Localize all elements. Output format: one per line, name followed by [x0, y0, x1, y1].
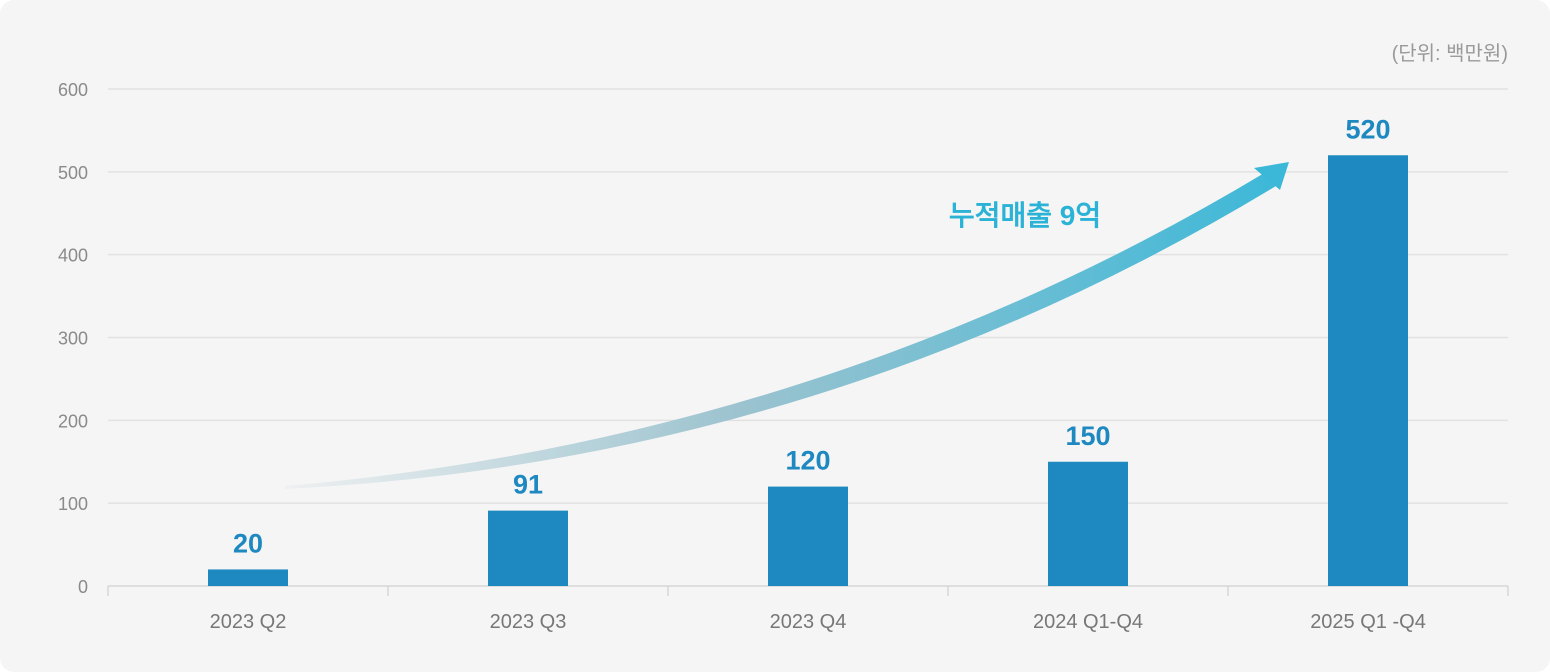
y-tick-label: 600 [58, 80, 88, 100]
bar [1048, 461, 1128, 586]
data-label: 20 [233, 528, 263, 558]
data-label: 91 [513, 470, 543, 500]
bar [488, 510, 568, 586]
x-tick-label: 2025 Q1 -Q4 [1310, 611, 1426, 633]
unit-label: (단위: 백만원) [1392, 42, 1508, 65]
y-tick-label: 500 [58, 163, 88, 183]
bar [208, 569, 288, 586]
x-tick-label: 2023 Q2 [210, 611, 287, 633]
growth-arrow-head [1254, 162, 1289, 190]
y-tick-label: 200 [58, 411, 88, 431]
data-label: 120 [785, 446, 830, 476]
data-label: 520 [1345, 114, 1390, 144]
y-tick-label: 300 [58, 329, 88, 349]
data-label: 150 [1065, 421, 1110, 451]
growth-arrow [285, 162, 1289, 489]
y-tick-label: 0 [78, 577, 88, 597]
bar [1328, 155, 1408, 586]
bar [768, 486, 848, 586]
x-tick-label: 2023 Q4 [770, 611, 847, 633]
x-tick-label: 2023 Q3 [490, 611, 567, 633]
growth-arrow-shaft [285, 172, 1276, 489]
x-tick-label: 2024 Q1-Q4 [1033, 611, 1143, 633]
annotation-label: 누적매출 9억 [949, 200, 1101, 231]
y-tick-label: 400 [58, 246, 88, 266]
y-tick-label: 100 [58, 494, 88, 514]
